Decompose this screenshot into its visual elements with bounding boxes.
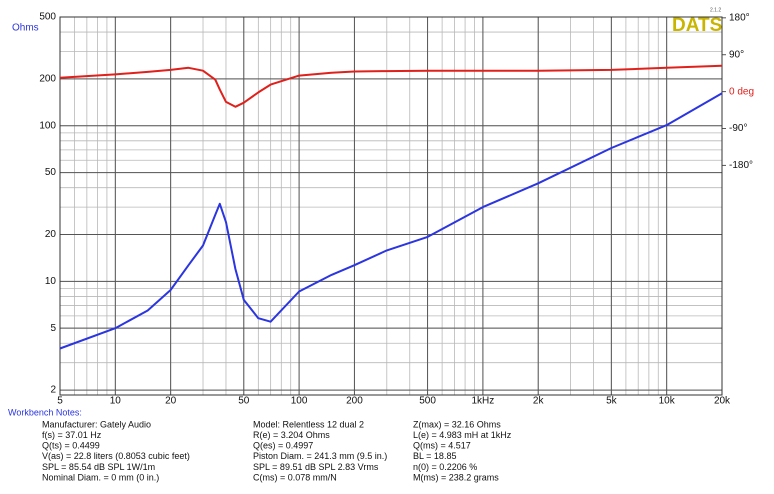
y-tick-label: 500 [39, 12, 56, 23]
x-tick-label: 10k [659, 396, 676, 407]
y-tick-label: 20 [45, 229, 57, 240]
note-line: Z(max) = 32.16 Ohms [413, 419, 501, 429]
notes-title: Workbench Notes: [8, 407, 82, 417]
note-line: Manufacturer: Gately Audio [42, 419, 151, 429]
y2-tick-label: 0 deg [729, 86, 754, 97]
y-tick-label: 10 [45, 276, 57, 287]
note-line: f(s) = 37.01 Hz [42, 430, 102, 440]
note-line: Q(es) = 0.4997 [253, 441, 313, 451]
note-line: M(ms) = 238.2 grams [413, 472, 499, 482]
note-line: SPL = 85.54 dB SPL 1W/1m [42, 462, 155, 472]
note-line: Piston Diam. = 241.3 mm (9.5 in.) [253, 451, 387, 461]
x-tick-label: 50 [238, 396, 250, 407]
note-line: BL = 18.85 [413, 451, 456, 461]
x-tick-label: 1kHz [471, 396, 494, 407]
x-tick-label: 200 [346, 396, 363, 407]
y-tick-label: 5 [50, 323, 56, 334]
y-tick-label: 200 [39, 74, 56, 85]
y2-tick-label: 180° [729, 12, 750, 23]
x-tick-label: 500 [419, 396, 436, 407]
x-tick-label: 5 [57, 396, 63, 407]
series-line [59, 92, 723, 350]
note-line: V(as) = 22.8 liters (0.8053 cubic feet) [42, 451, 190, 461]
y-tick-label: 2 [50, 385, 56, 396]
y2-tick-label: -90° [729, 123, 747, 134]
logo: DATS [672, 15, 722, 36]
note-line: R(e) = 3.204 Ohms [253, 430, 330, 440]
note-line: Q(ms) = 4.517 [413, 441, 471, 451]
note-line: Q(ts) = 0.4499 [42, 441, 100, 451]
logo-version: 2.1.2 [710, 7, 721, 13]
y2-tick-label: 90° [729, 49, 744, 60]
note-line: C(ms) = 0.078 mm/N [253, 472, 337, 482]
note-line: Model: Relentless 12 dual 2 [253, 419, 364, 429]
y-tick-label: 100 [39, 120, 56, 131]
series-line [59, 64, 723, 108]
x-tick-label: 20 [165, 396, 177, 407]
y2-tick-label: -180° [729, 160, 753, 171]
note-line: L(e) = 4.983 mH at 1kHz [413, 430, 512, 440]
x-tick-label: 10 [110, 396, 122, 407]
plot-frame [59, 16, 723, 396]
note-line: n(0) = 0.2206 % [413, 462, 477, 472]
x-tick-label: 20k [714, 396, 731, 407]
note-line: Nominal Diam. = 0 mm (0 in.) [42, 472, 159, 482]
y-axis-label: Ohms [12, 23, 39, 34]
x-tick-label: 5k [606, 396, 618, 407]
x-tick-label: 2k [533, 396, 545, 407]
y-tick-label: 50 [45, 167, 57, 178]
note-line: SPL = 89.51 dB SPL 2.83 Vrms [253, 462, 379, 472]
x-tick-label: 100 [291, 396, 308, 407]
